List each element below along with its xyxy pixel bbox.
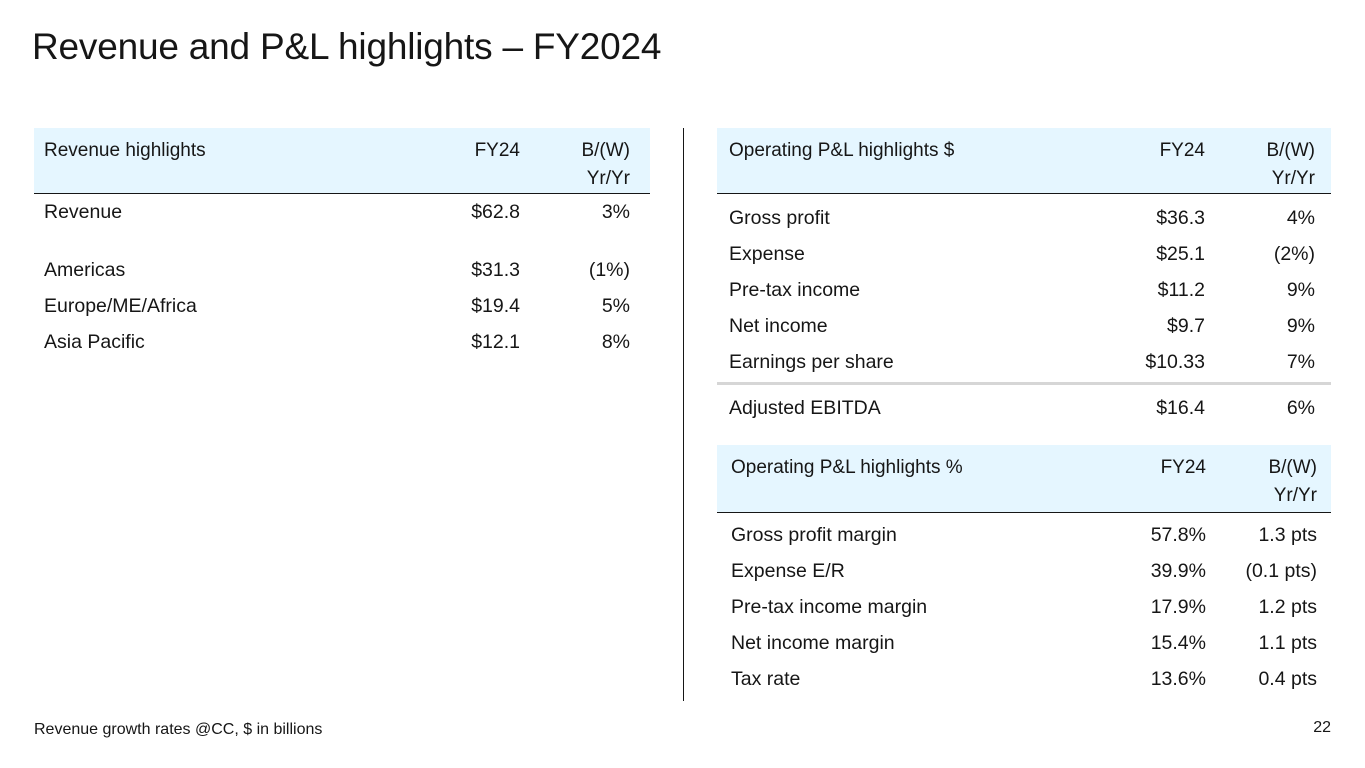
row-fy: 13.6%: [1150, 668, 1206, 690]
row-bw: 1.1 pts: [1258, 632, 1317, 654]
row-fy: $12.1: [471, 331, 520, 353]
row-label: Gross profit: [729, 207, 830, 229]
row-label: Net income: [729, 315, 828, 337]
row-label: Europe/ME/Africa: [44, 295, 197, 317]
footnote: Revenue growth rates @CC, $ in billions: [34, 721, 323, 738]
row-fy: 39.9%: [1150, 560, 1206, 582]
header-bw: B/(W) Yr/Yr: [1266, 137, 1315, 193]
table-row: Net income margin 15.4% 1.1 pts: [717, 625, 1331, 661]
row-bw: 0.4 pts: [1258, 668, 1317, 690]
header-bw: B/(W) Yr/Yr: [1268, 454, 1317, 510]
row-gap: [34, 230, 650, 252]
row-fy: $10.33: [1145, 351, 1205, 373]
row-label: Americas: [44, 259, 126, 281]
row-bw: 6%: [1286, 397, 1315, 419]
row-label: Gross profit margin: [731, 524, 897, 546]
table-row: Europe/ME/Africa $19.4 5%: [34, 288, 650, 324]
header-bw-line2: Yr/Yr: [586, 168, 630, 189]
header-fy: FY24: [474, 140, 520, 161]
table-header: Operating P&L highlights % FY24 B/(W) Yr…: [717, 445, 1331, 513]
row-label: Adjusted EBITDA: [729, 397, 881, 419]
table-row-ebitda: Adjusted EBITDA $16.4 6%: [717, 390, 1331, 426]
table-row: Asia Pacific $12.1 8%: [34, 324, 650, 360]
table-row: Earnings per share $10.33 7%: [717, 344, 1331, 380]
page-number: 22: [1313, 719, 1331, 736]
header-bw-line2: Yr/Yr: [1273, 485, 1317, 506]
row-bw: (2%): [1273, 243, 1315, 265]
row-label: Pre-tax income margin: [731, 596, 928, 618]
row-fy: $19.4: [471, 295, 520, 317]
row-fy: $25.1: [1156, 243, 1205, 265]
row-bw: 1.3 pts: [1258, 524, 1317, 546]
header-bw-line1: B/(W): [1266, 140, 1315, 161]
row-bw: 8%: [601, 331, 630, 353]
table-row: Gross profit $36.3 4%: [717, 200, 1331, 236]
header-label: Revenue highlights: [44, 140, 206, 161]
header-bw-line1: B/(W): [581, 140, 630, 161]
table-row: Gross profit margin 57.8% 1.3 pts: [717, 517, 1331, 553]
row-fy: 17.9%: [1150, 596, 1206, 618]
row-label: Asia Pacific: [44, 331, 145, 353]
table-row: Net income $9.7 9%: [717, 308, 1331, 344]
operating-pl-dollar-table: Operating P&L highlights $ FY24 B/(W) Yr…: [717, 128, 1331, 426]
header-fy: FY24: [1159, 140, 1205, 161]
header-bw: B/(W) Yr/Yr: [581, 137, 630, 193]
row-label: Net income margin: [731, 632, 895, 654]
row-label: Revenue: [44, 201, 123, 223]
row-label: Earnings per share: [729, 351, 894, 373]
row-fy: $9.7: [1167, 315, 1205, 337]
table-row: Pre-tax income $11.2 9%: [717, 272, 1331, 308]
table-row-total: Revenue $62.8 3%: [34, 194, 650, 230]
row-bw: 9%: [1286, 315, 1315, 337]
table-row: Americas $31.3 (1%): [34, 252, 650, 288]
row-fy: $62.8: [471, 201, 520, 223]
header-label: Operating P&L highlights %: [731, 457, 963, 478]
table-row: Tax rate 13.6% 0.4 pts: [717, 661, 1331, 697]
row-bw: 4%: [1286, 207, 1315, 229]
row-fy: $16.4: [1156, 397, 1205, 419]
table-row: Expense $25.1 (2%): [717, 236, 1331, 272]
header-label: Operating P&L highlights $: [729, 140, 955, 161]
row-separator: [717, 382, 1331, 385]
row-fy: 57.8%: [1150, 524, 1206, 546]
row-bw: (0.1 pts): [1245, 560, 1317, 582]
column-divider: [683, 128, 684, 701]
row-fy: 15.4%: [1150, 632, 1206, 654]
row-bw: 7%: [1286, 351, 1315, 373]
row-bw: 5%: [601, 295, 630, 317]
row-label: Tax rate: [731, 668, 801, 690]
row-label: Expense: [729, 243, 805, 265]
operating-pl-percent-table: Operating P&L highlights % FY24 B/(W) Yr…: [717, 445, 1331, 697]
row-fy: $36.3: [1156, 207, 1205, 229]
row-bw: 3%: [601, 201, 630, 223]
header-bw-line2: Yr/Yr: [1271, 168, 1315, 189]
row-label: Pre-tax income: [729, 279, 861, 301]
table-row: Expense E/R 39.9% (0.1 pts): [717, 553, 1331, 589]
row-fy: $31.3: [471, 259, 520, 281]
table-header: Operating P&L highlights $ FY24 B/(W) Yr…: [717, 128, 1331, 194]
header-bw-line1: B/(W): [1268, 457, 1317, 478]
revenue-highlights-table: Revenue highlights FY24 B/(W) Yr/Yr Reve…: [34, 128, 650, 360]
row-bw: (1%): [588, 259, 630, 281]
row-label: Expense E/R: [731, 560, 845, 582]
header-fy: FY24: [1160, 457, 1206, 478]
table-row: Pre-tax income margin 17.9% 1.2 pts: [717, 589, 1331, 625]
table-header: Revenue highlights FY24 B/(W) Yr/Yr: [34, 128, 650, 194]
page-title: Revenue and P&L highlights – FY2024: [32, 26, 662, 67]
row-fy: $11.2: [1157, 279, 1205, 301]
row-bw: 1.2 pts: [1258, 596, 1317, 618]
row-bw: 9%: [1286, 279, 1315, 301]
